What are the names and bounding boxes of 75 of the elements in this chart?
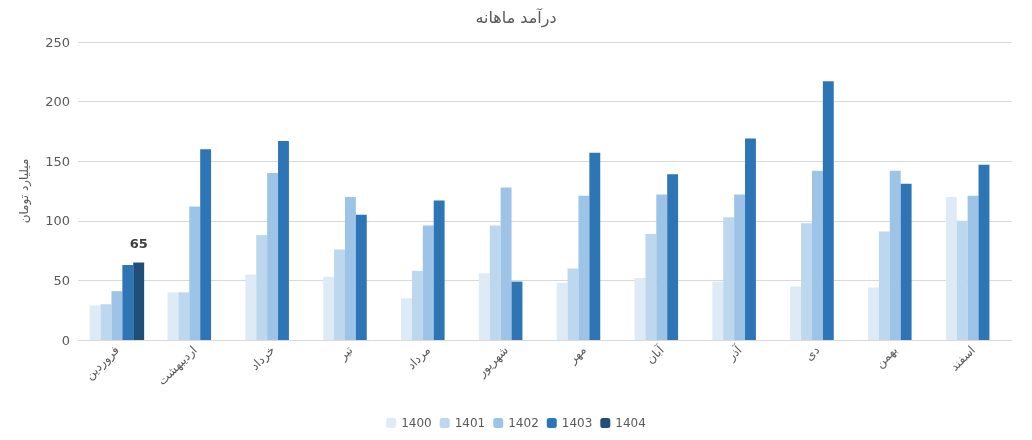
bar [578,195,590,340]
bar [344,196,356,340]
bar [122,264,134,340]
bar [256,235,268,340]
bar [811,170,823,340]
bar [489,225,501,340]
x-tick-label: مرداد [404,343,434,373]
bar [567,268,579,340]
y-tick-label: 250 [45,34,70,50]
x-tick-label: آبان [642,341,668,367]
legend-label: 1402 [508,416,539,430]
y-axis-title: میلیارد تومان [17,158,32,224]
x-tick-label: آذر [722,341,746,365]
bar [511,281,523,340]
bar [89,305,101,340]
bar [355,214,367,340]
y-tick-label: 50 [53,272,70,288]
x-tick-label: اردیبهشت [154,343,201,389]
bar [667,174,679,340]
x-tick-label: فروردین [82,343,123,384]
bar [500,187,512,340]
bar [100,304,112,340]
bar [111,291,123,340]
bar [822,81,834,340]
legend-label: 1401 [454,416,486,430]
bar [133,262,145,340]
x-tick-label: مهر [565,343,590,368]
bar [401,298,412,340]
bar [411,270,423,340]
bar [200,149,212,340]
bar [245,274,257,340]
bar [723,217,735,340]
y-tick-label: 200 [45,94,70,110]
bar [945,196,957,340]
bar [868,287,879,340]
chart-title: درآمد ماهانه [475,7,557,28]
legend-label: 1404 [615,416,646,430]
bar [478,273,490,340]
bar [589,152,601,340]
bar [656,194,668,340]
bar [323,276,335,340]
bar [978,164,990,340]
data-label: 65 [129,235,148,251]
x-tick-label: خرداد [247,343,279,374]
bar [334,249,345,340]
y-tick-label: 0 [61,332,70,348]
legend-label: 1400 [401,416,432,430]
x-tick-label: اسفند [947,343,979,374]
y-tick-label: 150 [45,153,70,169]
bar [734,194,746,340]
bar [422,225,434,340]
bar [878,231,890,340]
bar [956,220,968,340]
bar [967,195,979,340]
legend-label: 1403 [561,416,593,430]
y-tick-label: 100 [45,213,70,229]
bar [556,282,568,340]
x-tick-label: شهریور [473,343,512,381]
bar [433,200,445,340]
bar [745,138,756,340]
bar [801,223,812,340]
bar [900,183,912,340]
x-tick-label: دی [802,343,823,364]
bar [189,206,201,340]
bar [634,278,646,340]
bar [712,281,724,340]
bar [790,286,802,340]
x-tick-label: تیر [335,343,357,364]
bar [267,173,279,340]
bar [645,233,657,340]
bar [278,140,289,340]
bar [178,292,190,340]
x-tick-label: بهمن [872,343,901,372]
bar [167,292,179,340]
bar [889,170,901,340]
